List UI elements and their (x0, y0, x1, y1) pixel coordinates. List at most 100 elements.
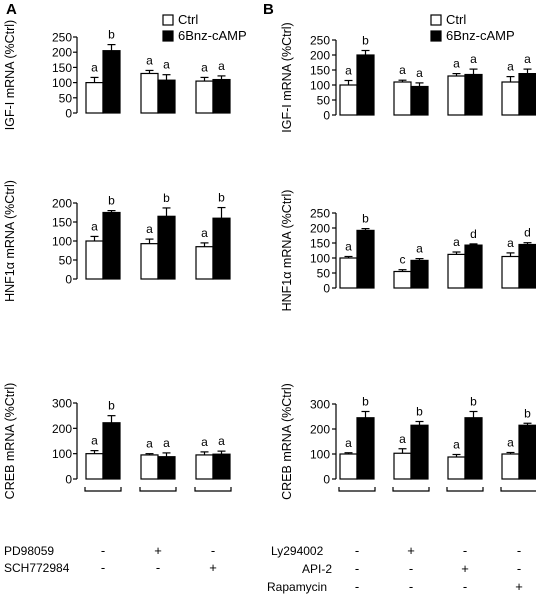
y-tick-label: 50 (59, 91, 73, 105)
significance-letter: a (470, 52, 477, 66)
bar-ctrl (339, 84, 358, 116)
bar-treat (410, 259, 429, 289)
y-axis-label: CREB mRNA (%Ctrl) (280, 383, 294, 500)
y-axis-label: HNF1α mRNA (%Ctrl) (3, 180, 17, 302)
significance-letter: b (470, 395, 477, 409)
significance-letter: a (345, 64, 352, 78)
y-axis-label: IGF-I mRNA (%Ctrl) (280, 22, 294, 132)
significance-letter: b (362, 212, 369, 226)
significance-letter: a (416, 242, 423, 256)
legend-swatch-treat (162, 30, 174, 42)
y-tick-label: 0 (323, 282, 330, 296)
treatment-mark: - (463, 543, 467, 558)
y-tick-label: 100 (52, 235, 72, 249)
legend-swatch-ctrl (162, 14, 174, 26)
y-tick-label: 150 (52, 216, 72, 230)
significance-letter: a (163, 436, 170, 450)
treatment-marks: - + - - - + - + - - - - + - - - - + (101, 543, 523, 594)
group-bracket (338, 487, 376, 492)
bar-treat (518, 72, 536, 116)
treatment-label: PD98059 (4, 544, 54, 558)
bar-ctrl (85, 81, 104, 114)
y-tick-label: 100 (52, 76, 72, 90)
significance-letter: b (362, 395, 369, 409)
y-tick-label: 150 (52, 61, 72, 75)
bar-treat (518, 424, 536, 480)
bar-treat (157, 79, 176, 114)
group-bracket (392, 487, 430, 492)
treatment-mark: - (101, 560, 105, 575)
treatment-mark: - (409, 561, 413, 576)
group-bracket (500, 487, 536, 492)
bar-treat (102, 211, 121, 280)
bar-ctrl (140, 243, 159, 280)
significance-letter: a (91, 219, 98, 233)
significance-letter: a (146, 437, 153, 451)
y-tick-label: 0 (323, 473, 330, 487)
group-bracket (139, 487, 177, 492)
y-tick-label: 100 (310, 79, 330, 93)
y-tick-label: 200 (310, 222, 330, 236)
bar-treat (464, 417, 483, 480)
legend-label-ctrl: Ctrl (178, 12, 198, 27)
significance-letter: a (218, 59, 225, 73)
significance-letter: b (362, 34, 369, 48)
legend-swatch-treat (430, 30, 442, 42)
significance-letter: b (108, 399, 115, 413)
treatment-table-b: Ly294002 API-2 Rapamycin (267, 544, 332, 594)
bar-treat (410, 424, 429, 480)
y-tick-label: 200 (52, 46, 72, 60)
significance-letter: a (201, 226, 208, 240)
y-tick-label: 300 (310, 398, 330, 412)
significance-letter: a (453, 438, 460, 452)
bar-treat (356, 54, 375, 116)
bar-treat (356, 417, 375, 480)
significance-letter: a (399, 432, 406, 446)
significance-letter: a (507, 236, 514, 250)
y-axis-label: CREB mRNA (%Ctrl) (3, 383, 17, 500)
y-tick-label: 100 (52, 447, 72, 461)
treatment-mark: - (211, 543, 215, 558)
y-tick-label: 50 (317, 267, 331, 281)
treatment-mark: + (209, 560, 217, 575)
bar-ctrl (85, 240, 104, 280)
treatment-mark: - (355, 543, 359, 558)
treatment-mark: + (515, 579, 523, 594)
significance-letter: b (524, 406, 531, 420)
bar-treat (212, 78, 231, 114)
bar-ctrl (339, 453, 358, 480)
significance-letter: b (416, 405, 423, 419)
treatment-mark: + (407, 543, 415, 558)
significance-letter: a (218, 434, 225, 448)
significance-letter: a (524, 52, 531, 66)
significance-letter: a (399, 63, 406, 77)
significance-letter: a (453, 57, 460, 71)
bar-ctrl (339, 257, 358, 289)
treatment-mark: - (101, 543, 105, 558)
bar-ctrl (195, 246, 214, 280)
panel-label-a: A (6, 1, 17, 18)
treatment-label: SCH772984 (4, 561, 70, 575)
bar-treat (157, 456, 176, 480)
y-tick-label: 0 (65, 473, 72, 487)
group-bracket (194, 487, 232, 492)
y-tick-label: 300 (52, 397, 72, 411)
legend-b: Ctrl 6Bnz-cAMP (430, 12, 515, 43)
treatment-mark: - (517, 543, 521, 558)
bar-ctrl (393, 270, 412, 289)
significance-letter: a (91, 434, 98, 448)
bar-ctrl (501, 81, 520, 116)
significance-letter: c (400, 253, 406, 267)
significance-letter: a (146, 222, 153, 236)
treatment-mark: - (463, 579, 467, 594)
bar-treat (212, 217, 231, 280)
y-tick-label: 0 (65, 107, 72, 121)
significance-letter: b (108, 28, 115, 42)
